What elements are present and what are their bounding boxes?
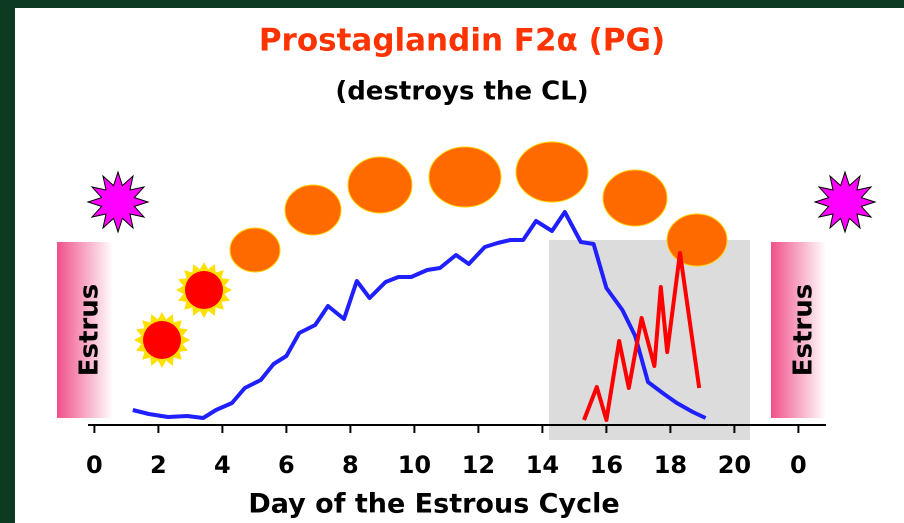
- page: Estrus Estrus Prostaglandin F2α (PG) (de…: [0, 0, 904, 523]
- x-tick-label: 0: [790, 451, 807, 479]
- cl-icon: [429, 147, 501, 207]
- x-tick-label: 8: [342, 451, 359, 479]
- x-tick-label: 20: [718, 451, 751, 479]
- x-tick-label: 0: [86, 451, 103, 479]
- annotation: Estrus: [789, 284, 819, 376]
- cl-icon: [516, 142, 588, 202]
- cl-icon: [348, 157, 412, 213]
- cl-icon: [185, 271, 223, 309]
- x-tick-label: 16: [590, 451, 623, 479]
- x-axis-label: Day of the Estrous Cycle: [248, 489, 619, 520]
- cl-icon: [603, 170, 667, 226]
- cl-icon: [667, 214, 727, 266]
- x-tick-label: 12: [462, 451, 495, 479]
- x-tick-label: 18: [654, 451, 687, 479]
- x-tick-label: 2: [150, 451, 167, 479]
- x-tick-label: 4: [214, 451, 231, 479]
- chart-title: Prostaglandin F2α (PG): [259, 23, 665, 59]
- chart: Estrus Estrus Prostaglandin F2α (PG) (de…: [0, 0, 904, 523]
- annotation: Estrus: [75, 284, 105, 376]
- cl-icon: [143, 321, 181, 359]
- x-tick-label: 14: [526, 451, 559, 479]
- x-tick-label: 10: [398, 451, 431, 479]
- cl-icon: [230, 228, 280, 272]
- chart-subtitle: (destroys the CL): [335, 77, 588, 107]
- x-tick-label: 6: [278, 451, 295, 479]
- cl-icon: [285, 185, 341, 235]
